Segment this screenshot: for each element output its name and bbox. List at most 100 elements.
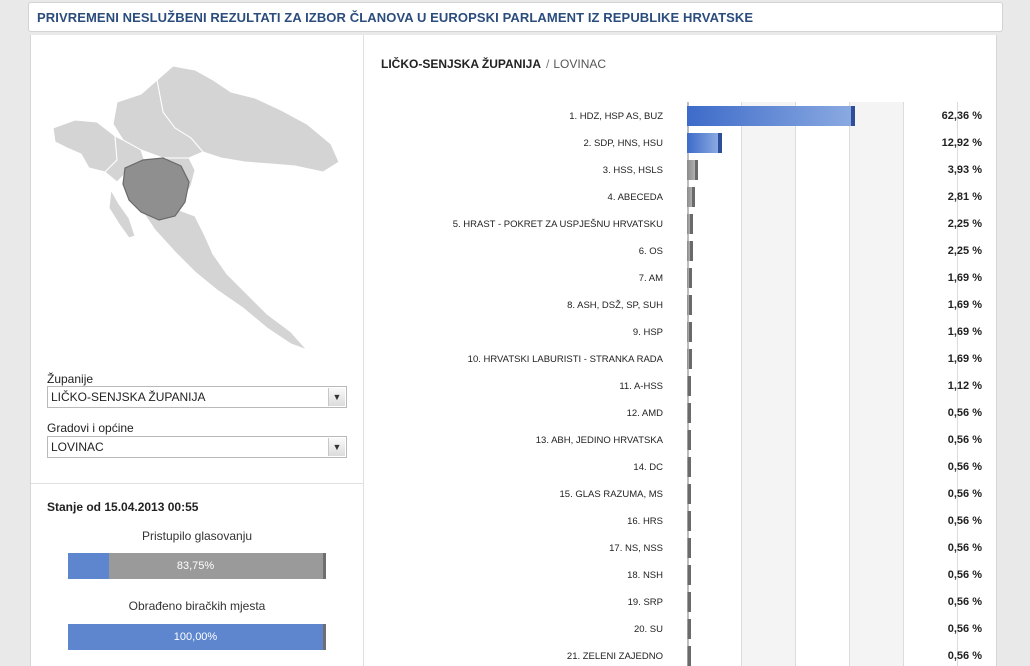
value-label: 2,25 % <box>947 218 982 230</box>
chart-row: 15. GLAS RAZUMA, MS 0,56 % <box>365 480 997 507</box>
value-label: 1,69 % <box>947 353 982 365</box>
turnout-label: Pristupilo glasovanju <box>141 529 253 543</box>
processed-progress: 100,00% <box>68 624 326 650</box>
turnout-progress: 83,75% <box>68 553 326 579</box>
county-label: Županije <box>47 372 94 386</box>
chevron-down-icon[interactable]: ▼ <box>328 438 345 456</box>
city-label: Gradovi i općine <box>47 421 134 435</box>
category-label: 4. ABECEDA <box>607 192 663 203</box>
category-label: 12. AMD <box>626 408 663 419</box>
category-label: 3. HSS, HSLS <box>602 165 663 176</box>
chart-bar[interactable] <box>687 511 691 531</box>
category-label: 15. GLAS RAZUMA, MS <box>559 489 663 500</box>
croatia-map[interactable] <box>45 40 345 360</box>
divider <box>31 483 363 484</box>
chart-row: 17. NS, NSS 0,56 % <box>365 534 997 561</box>
category-label: 11. A-HSS <box>619 381 663 392</box>
chart-row: 4. ABECEDA 2,81 % <box>365 183 997 210</box>
value-label: 0,56 % <box>947 596 982 608</box>
grid-line <box>957 102 958 666</box>
grid-band <box>741 102 795 666</box>
chart-row: 19. SRP 0,56 % <box>365 588 997 615</box>
left-panel: Županije LIČKO-SENJSKA ŽUPANIJA ▼ Gradov… <box>31 35 364 666</box>
county-select[interactable]: LIČKO-SENJSKA ŽUPANIJA ▼ <box>47 386 347 408</box>
chart-bar[interactable] <box>687 565 691 585</box>
processed-progress-fill <box>68 624 323 650</box>
breadcrumb-separator: / <box>546 57 550 71</box>
category-label: 8. ASH, DSŽ, SP, SUH <box>567 300 663 311</box>
chart-row: 7. AM 1,69 % <box>365 264 997 291</box>
grid-line <box>795 102 796 666</box>
map-county <box>108 188 136 239</box>
category-label: 19. SRP <box>627 597 663 608</box>
chart-row: 9. HSP 1,69 % <box>365 318 997 345</box>
map-county <box>52 119 118 173</box>
chart-row: 3. HSS, HSLS 3,93 % <box>365 156 997 183</box>
chart-bar[interactable] <box>687 187 695 207</box>
chart-bar[interactable] <box>687 241 694 261</box>
turnout-value: 83,75% <box>176 560 215 572</box>
chart-bar[interactable] <box>687 349 692 369</box>
value-label: 0,56 % <box>947 623 982 635</box>
category-label: 16. HRS <box>627 516 663 527</box>
chart-bar[interactable] <box>687 484 691 504</box>
chart-row: 6. OS 2,25 % <box>365 237 997 264</box>
chart-bar[interactable] <box>687 295 692 315</box>
chart-bar[interactable] <box>687 322 692 342</box>
category-label: 9. HSP <box>632 327 663 338</box>
chart-row: 1. HDZ, HSP AS, BUZ 62,36 % <box>365 102 997 129</box>
results-panel: LIČKO-SENJSKA ŽUPANIJA / LOVINAC 1. HDZ, H… <box>365 35 997 666</box>
city-select[interactable]: LOVINAC ▼ <box>47 436 347 458</box>
chart-bar[interactable] <box>687 268 692 288</box>
chart-row: 18. NSH 0,56 % <box>365 561 997 588</box>
chart-row: 12. AMD 0,56 % <box>365 399 997 426</box>
category-label: 18. NSH <box>627 570 663 581</box>
city-select-value: LOVINAC <box>51 440 104 454</box>
county-select-value: LIČKO-SENJSKA ŽUPANIJA <box>51 390 206 404</box>
grid-line <box>903 102 904 666</box>
category-label: 7. AM <box>638 273 663 284</box>
category-label: 20. SU <box>633 624 663 635</box>
chart-bar[interactable] <box>687 160 698 180</box>
value-label: 1,69 % <box>947 272 982 284</box>
chevron-down-icon[interactable]: ▼ <box>328 388 345 406</box>
value-label: 0,56 % <box>947 407 982 419</box>
value-label: 0,56 % <box>947 515 982 527</box>
chart-bar[interactable] <box>687 538 691 558</box>
chart-row: 20. SU 0,56 % <box>365 615 997 642</box>
chart-bar[interactable] <box>687 430 691 450</box>
chart-bar[interactable] <box>687 106 856 126</box>
chart-bar[interactable] <box>687 457 691 477</box>
chart-bar[interactable] <box>687 403 691 423</box>
breadcrumb-region[interactable]: LIČKO-SENJSKA ŽUPANIJA <box>381 57 542 71</box>
value-label: 12,92 % <box>941 137 982 149</box>
chart-row: 8. ASH, DSŽ, SP, SUH 1,69 % <box>365 291 997 318</box>
value-label: 0,56 % <box>947 542 982 554</box>
grid-line <box>849 102 850 666</box>
category-label: 17. NS, NSS <box>609 543 663 554</box>
value-label: 2,25 % <box>947 245 982 257</box>
category-label: 13. ABH, JEDINO HRVATSKA <box>535 435 663 446</box>
value-label: 62,36 % <box>941 110 982 122</box>
chart-row: 21. ZELENI ZAJEDNO 0,56 % <box>365 642 997 666</box>
chart-row: 2. SDP, HNS, HSU 12,92 % <box>365 129 997 156</box>
category-label: 21. ZELENI ZAJEDNO <box>566 651 663 662</box>
highlighted-county <box>122 157 190 221</box>
map-county <box>142 209 308 351</box>
chart-row: 14. DC 0,56 % <box>365 453 997 480</box>
grid-line <box>741 102 742 666</box>
chart-row: 5. HRAST - POKRET ZA USPJEŠNU HRVATSKU 2,… <box>365 210 997 237</box>
processed-label: Obrađeno biračkih mjesta <box>128 599 266 613</box>
category-label: 10. HRVATSKI LABURISTI - STRANKA RADA <box>467 354 663 365</box>
chart-bar[interactable] <box>687 619 691 639</box>
value-label: 0,56 % <box>947 569 982 581</box>
page-header: PRIVREMENI NESLUŽBENI REZULTATI ZA IZBOR… <box>28 2 1003 32</box>
category-label: 6. OS <box>638 246 663 257</box>
chart-bar[interactable] <box>687 646 691 666</box>
value-label: 2,81 % <box>947 191 982 203</box>
chart-bar[interactable] <box>687 214 694 234</box>
category-label: 1. HDZ, HSP AS, BUZ <box>569 111 663 122</box>
chart-bar[interactable] <box>687 133 722 153</box>
chart-bar[interactable] <box>687 376 691 396</box>
chart-bar[interactable] <box>687 592 691 612</box>
